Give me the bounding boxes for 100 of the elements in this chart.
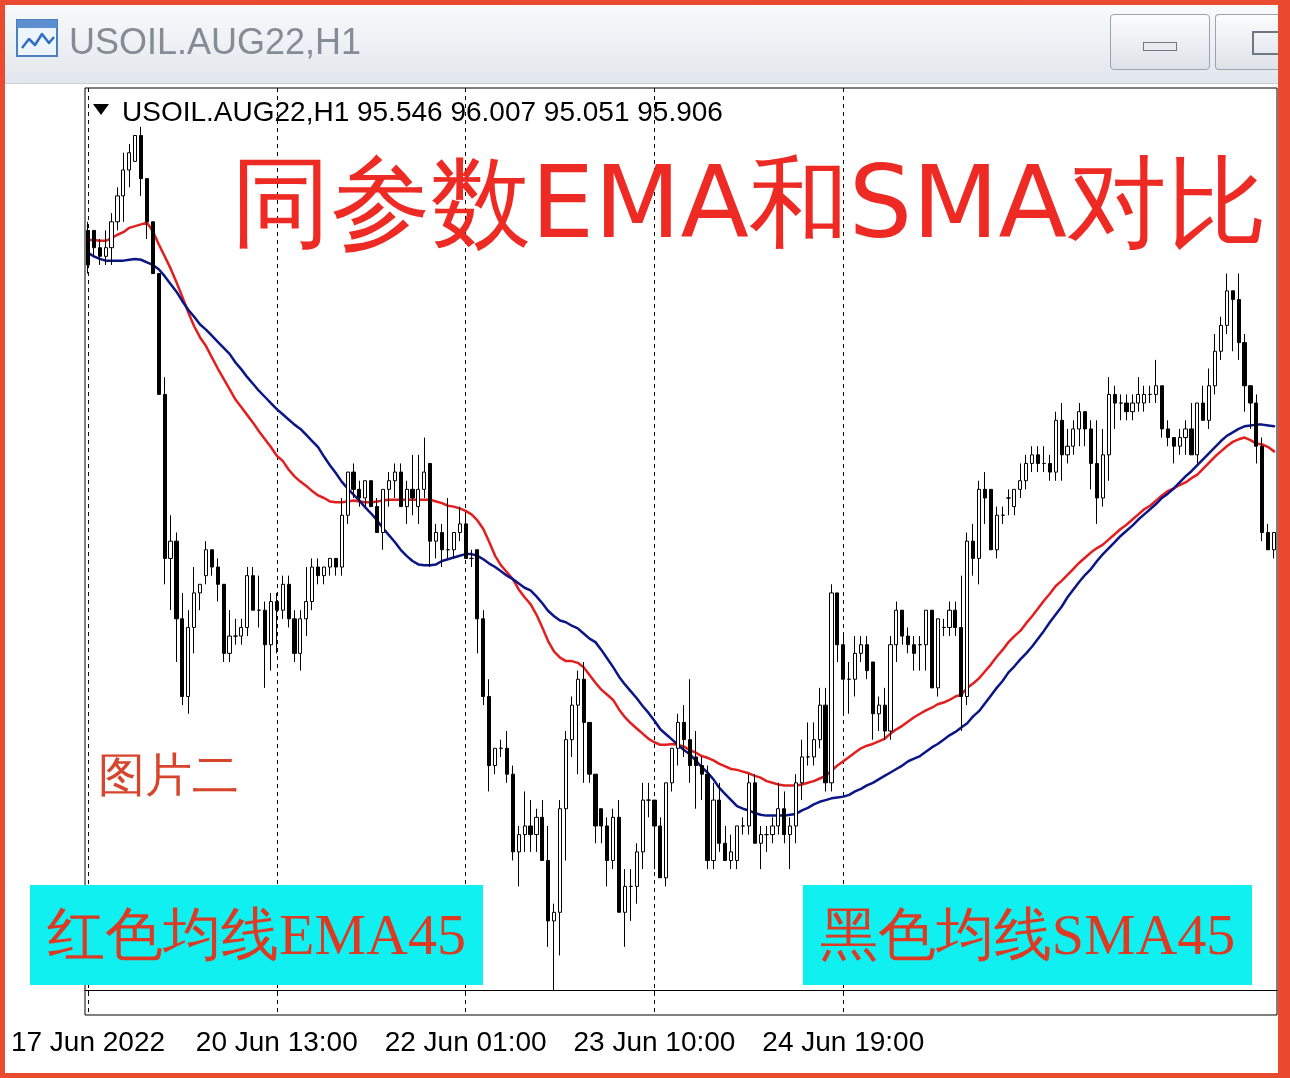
candlestick: [747, 773, 751, 836]
candlestick: [1030, 445, 1034, 473]
candlestick: [936, 618, 940, 698]
x-tick-label: 24 Jun 19:00: [762, 1025, 925, 1057]
candlestick: [1113, 385, 1117, 430]
candlestick: [1172, 437, 1176, 464]
candlestick: [1024, 454, 1028, 490]
candlestick: [493, 747, 497, 775]
candlestick: [682, 704, 686, 758]
candlestick: [847, 661, 851, 715]
candlestick: [676, 713, 680, 767]
candlestick: [906, 626, 910, 654]
candlestick: [381, 488, 385, 551]
candlestick: [263, 601, 267, 689]
candlestick: [127, 143, 131, 188]
candlestick: [800, 739, 804, 801]
candlestick: [1160, 385, 1164, 439]
candlestick: [322, 566, 326, 585]
candlestick: [481, 609, 485, 706]
candlestick: [198, 583, 202, 611]
candlestick: [788, 816, 792, 870]
candlestick: [1142, 385, 1146, 413]
candlestick: [440, 523, 444, 568]
candlestick: [1077, 402, 1081, 447]
chart-title: 同参数EMA和SMA对比: [230, 143, 1268, 261]
annotation: 红色均线EMA45: [30, 885, 483, 985]
candlestick: [965, 532, 969, 706]
candlestick: [310, 557, 314, 611]
candlestick: [145, 178, 149, 240]
candlestick: [983, 471, 987, 525]
candlestick: [1260, 437, 1264, 542]
candlestick: [422, 437, 426, 499]
text: USOIL.AUG22,H1: [69, 21, 362, 63]
candlestick: [1018, 462, 1022, 499]
candlestick: [216, 557, 220, 603]
candlestick: [1089, 419, 1093, 490]
candlestick: [971, 523, 975, 577]
candlestick: [393, 462, 397, 499]
candlestick: [1231, 290, 1235, 352]
candlestick: [1225, 273, 1229, 335]
candlestick: [517, 825, 521, 887]
candlestick: [1154, 359, 1158, 404]
candlestick: [1042, 445, 1046, 473]
candlestick: [1166, 419, 1170, 447]
candlestick: [629, 868, 633, 922]
candlestick: [204, 540, 208, 585]
candlestick: [912, 635, 916, 672]
candlestick: [375, 497, 379, 534]
candlestick: [1101, 428, 1105, 508]
candlestick: [1107, 376, 1111, 482]
candlestick: [1207, 368, 1211, 430]
candlestick: [487, 678, 491, 792]
x-tick-label: 23 Jun 10:00: [573, 1025, 736, 1057]
candlestick: [806, 721, 810, 767]
candlestick: [139, 126, 143, 197]
chart-subtitle: USOIL.AUG22,H1 95.546 96.007 95.051 95.906: [122, 95, 723, 127]
candlestick: [959, 575, 963, 732]
candlestick: [782, 790, 786, 844]
candlestick: [564, 730, 568, 861]
candlestick: [853, 635, 857, 698]
candlestick: [281, 575, 285, 620]
candlestick: [1036, 445, 1040, 473]
candlestick: [635, 842, 639, 905]
candlestick: [1213, 333, 1217, 395]
candlestick: [753, 773, 757, 844]
candlestick: [446, 497, 450, 559]
candlestick: [558, 799, 562, 956]
candlestick: [670, 747, 674, 792]
candlestick: [1083, 411, 1087, 447]
candlestick: [340, 497, 344, 577]
x-tick-label: 20 Jun 13:00: [195, 1025, 358, 1057]
x-tick-label: 17 Jun 2022: [10, 1025, 166, 1057]
candlestick: [387, 471, 391, 508]
candlestick: [452, 532, 456, 559]
candlestick: [924, 609, 928, 672]
candlestick: [1095, 419, 1099, 525]
candlestick: [576, 670, 580, 775]
candlestick: [995, 506, 999, 559]
x-tick-label: 22 Jun 01:00: [384, 1025, 547, 1057]
candlestick: [98, 238, 102, 266]
candlestick: [499, 739, 503, 758]
candlestick: [1001, 506, 1005, 525]
candlestick: [871, 661, 875, 741]
candlestick: [617, 799, 621, 913]
candlestick: [1148, 385, 1152, 404]
candlestick: [812, 721, 816, 767]
candlestick: [729, 834, 733, 870]
candlestick: [363, 480, 367, 508]
candlestick: [269, 592, 273, 672]
candlestick: [664, 782, 668, 887]
candlestick: [304, 566, 308, 637]
candlestick: [694, 730, 698, 810]
candlestick: [611, 808, 615, 870]
candlestick: [192, 566, 196, 654]
candlestick: [257, 575, 261, 628]
candlestick: [623, 868, 627, 948]
candlestick: [865, 635, 869, 680]
candlestick: [1219, 316, 1223, 361]
candlestick: [641, 782, 645, 870]
candlestick: [735, 825, 739, 870]
